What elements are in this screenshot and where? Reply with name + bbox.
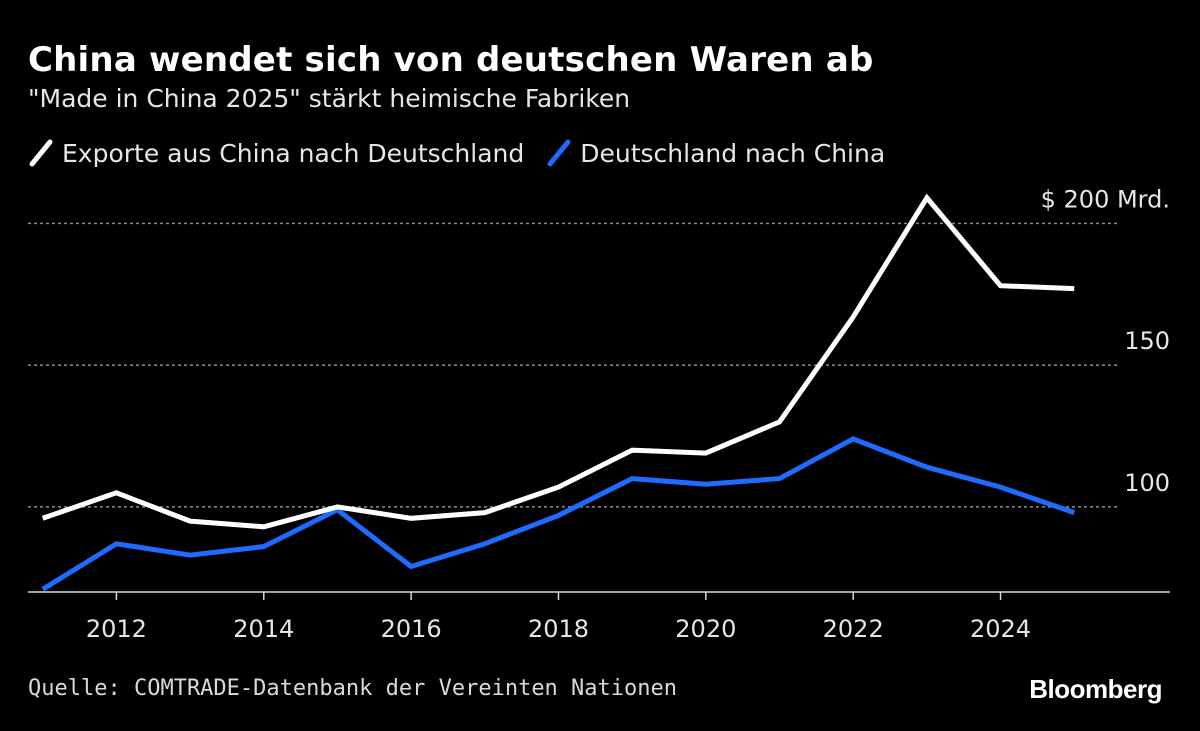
y-tick-label-150: 150 (1124, 327, 1170, 355)
series-line-china-exports (41, 193, 1075, 530)
y-tick-label-100: 100 (1124, 469, 1170, 497)
x-tick-label-2018: 2018 (528, 615, 589, 643)
legend-swatch-blue (547, 139, 571, 167)
bloomberg-logo: Bloomberg (1029, 674, 1162, 704)
source-note: Quelle: COMTRADE-Datenbank der Vereinten… (28, 676, 678, 701)
x-tick-label-2012: 2012 (86, 615, 147, 643)
chart-title: China wendet sich von deutschen Waren ab (28, 40, 874, 80)
y-tick-label-200: $ 200 Mrd. (1041, 185, 1170, 213)
x-tick-label-2022: 2022 (823, 615, 884, 643)
legend-label-china-exports: Exporte aus China nach Deutschland (62, 138, 525, 168)
chart-subtitle: "Made in China 2025" stärkt heimische Fa… (28, 84, 631, 113)
legend-item-germany-exports: Deutschland nach China (546, 138, 885, 168)
legend-swatch-white (29, 139, 53, 167)
x-tick-label-2016: 2016 (381, 615, 442, 643)
x-tick-label-2024: 2024 (970, 615, 1031, 643)
x-tick-label-2020: 2020 (675, 615, 736, 643)
x-tick-label-2014: 2014 (233, 615, 294, 643)
legend: Exporte aus China nach Deutschland Deuts… (28, 138, 907, 168)
series-line-germany-exports (41, 436, 1076, 592)
legend-label-germany-exports: Deutschland nach China (580, 138, 886, 168)
legend-item-china-exports: Exporte aus China nach Deutschland (28, 138, 524, 168)
